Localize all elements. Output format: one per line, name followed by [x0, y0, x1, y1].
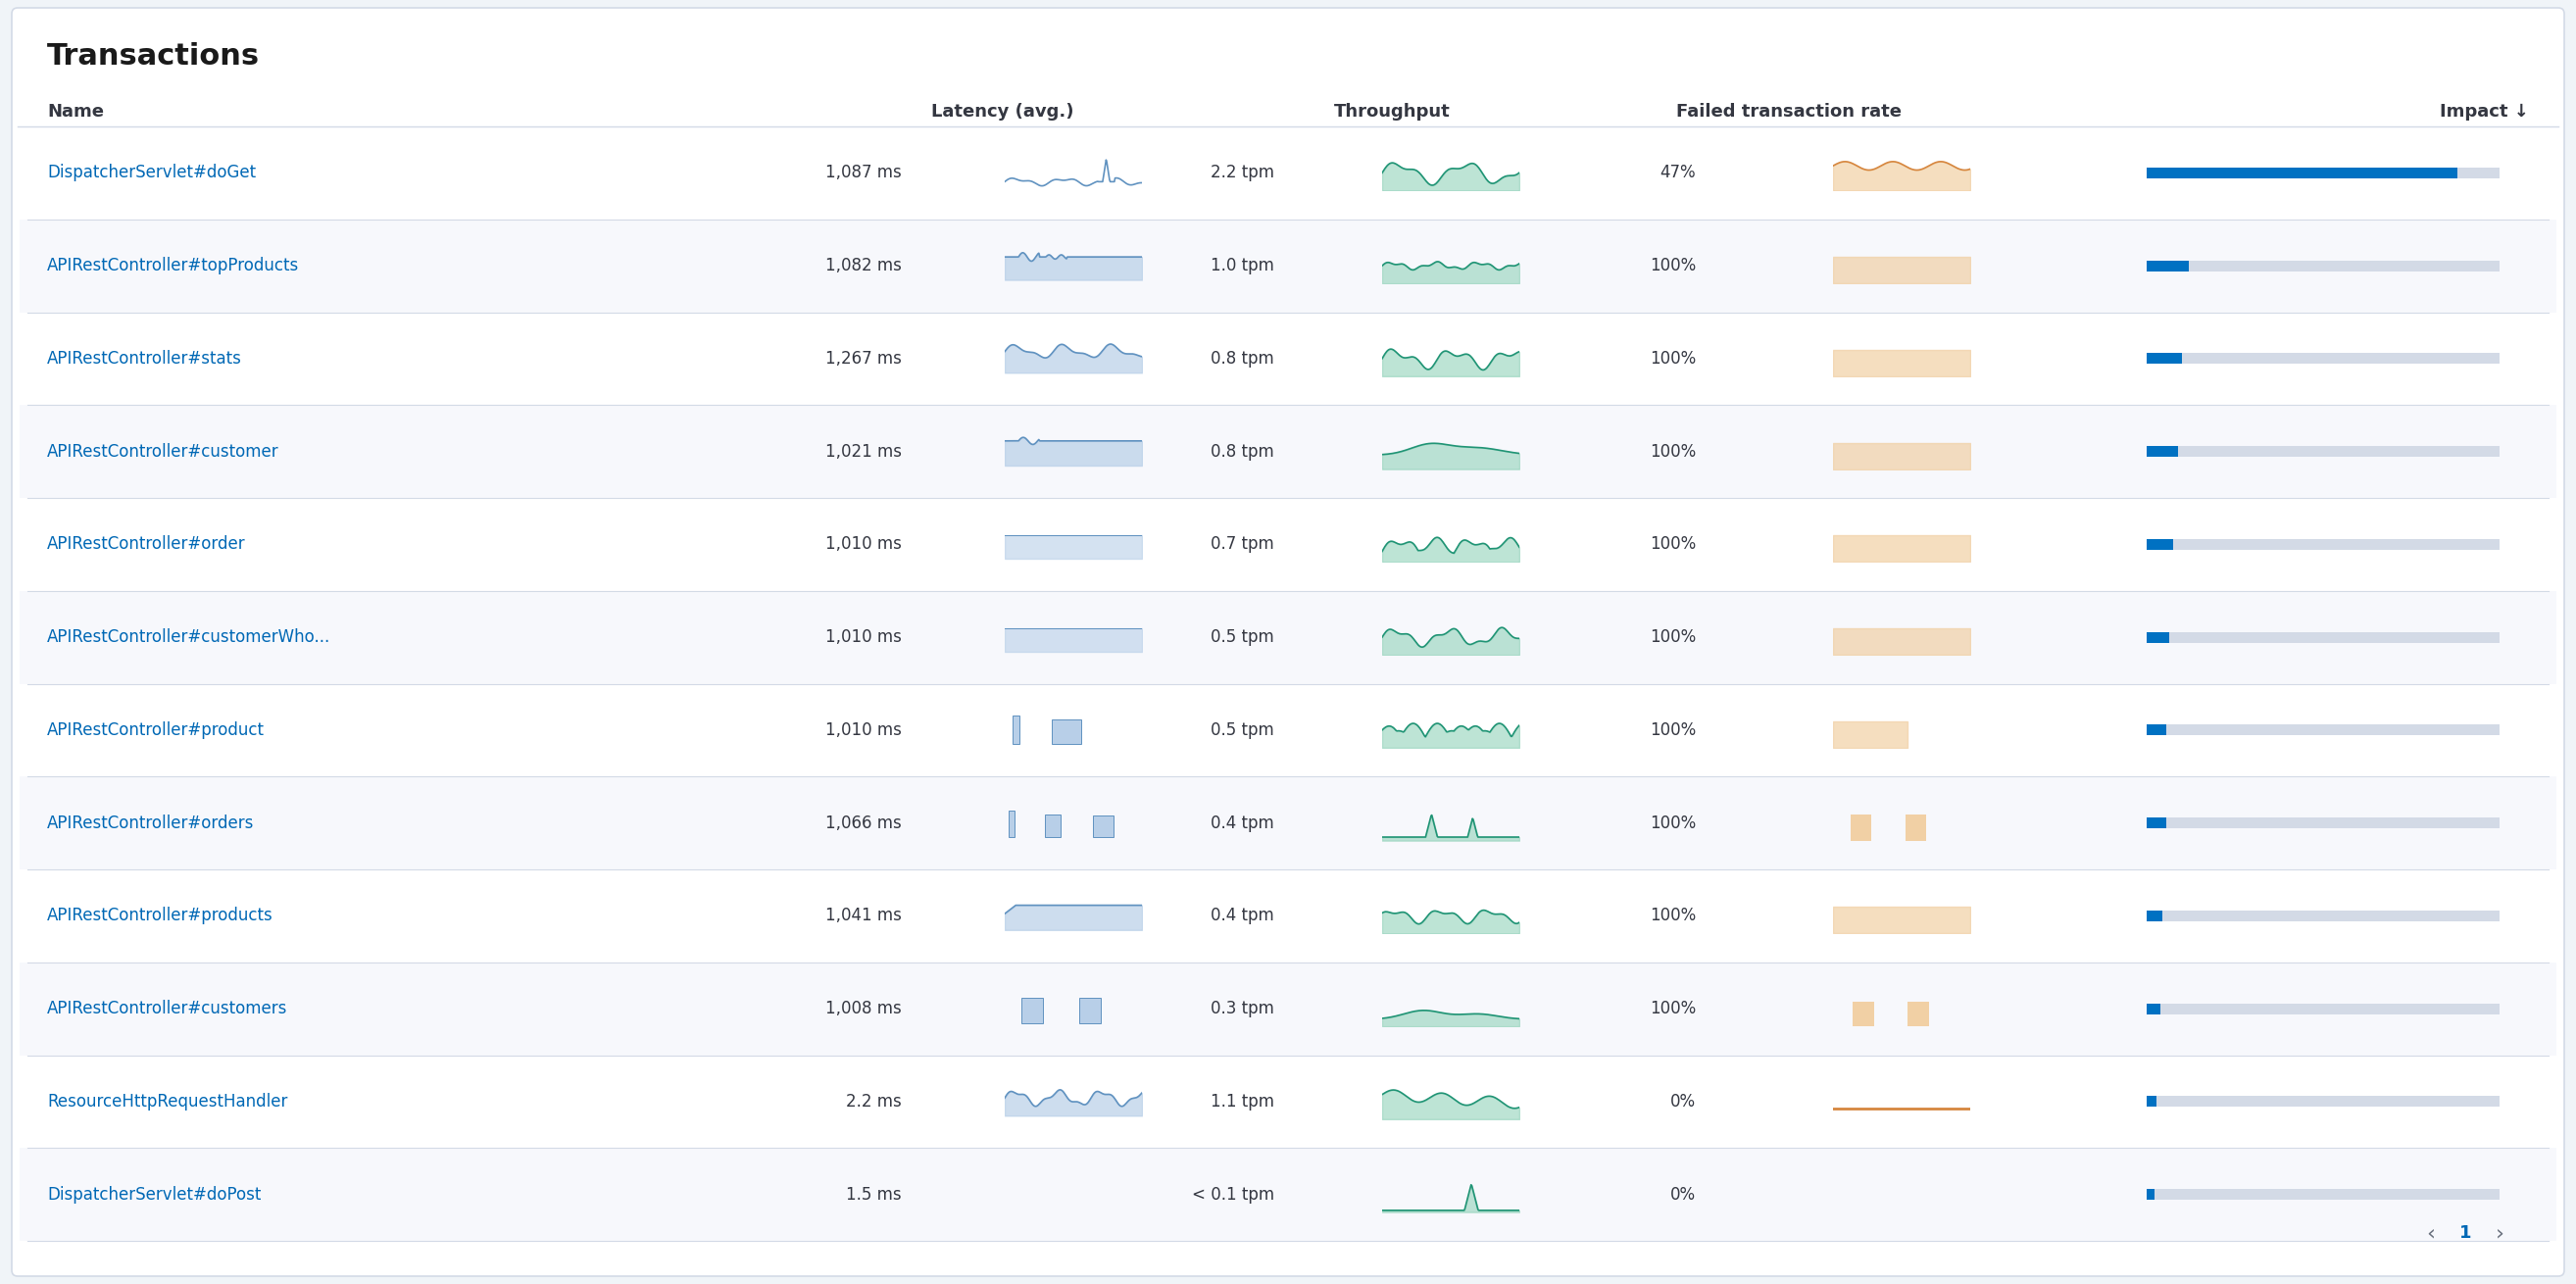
Text: 0.8 tpm: 0.8 tpm [1211, 443, 1275, 460]
Text: 1,008 ms: 1,008 ms [824, 1000, 902, 1017]
Text: Name: Name [46, 103, 103, 121]
Text: APIRestController#product: APIRestController#product [46, 722, 265, 738]
Text: 1.5 ms: 1.5 ms [848, 1185, 902, 1203]
Bar [21, 777, 2555, 869]
Text: 1,087 ms: 1,087 ms [824, 164, 902, 182]
Text: Impact ↓: Impact ↓ [2439, 103, 2530, 121]
Text: Transactions: Transactions [46, 42, 260, 71]
Text: 100%: 100% [1649, 628, 1695, 646]
Bar [21, 1148, 2555, 1240]
Bar [21, 591, 2555, 683]
Text: APIRestController#customerWho...: APIRestController#customerWho... [46, 628, 330, 646]
Text: 1,010 ms: 1,010 ms [824, 722, 902, 738]
Text: ResourceHttpRequestHandler: ResourceHttpRequestHandler [46, 1093, 289, 1111]
Text: 2.2 tpm: 2.2 tpm [1211, 164, 1275, 182]
Text: 0.3 tpm: 0.3 tpm [1211, 1000, 1275, 1017]
Text: 1,267 ms: 1,267 ms [824, 349, 902, 367]
Text: 0.5 tpm: 0.5 tpm [1211, 722, 1275, 738]
Text: Latency (avg.): Latency (avg.) [930, 103, 1074, 121]
Text: 0.8 tpm: 0.8 tpm [1211, 349, 1275, 367]
Text: 100%: 100% [1649, 535, 1695, 553]
Text: 0%: 0% [1669, 1185, 1695, 1203]
Text: 1,010 ms: 1,010 ms [824, 628, 902, 646]
Text: ‹: ‹ [2427, 1224, 2434, 1243]
Text: 2.2 ms: 2.2 ms [845, 1093, 902, 1111]
Text: 100%: 100% [1649, 907, 1695, 924]
Text: 1,021 ms: 1,021 ms [824, 443, 902, 460]
Text: 100%: 100% [1649, 257, 1695, 275]
Text: 100%: 100% [1649, 349, 1695, 367]
Text: 1,082 ms: 1,082 ms [824, 257, 902, 275]
Text: 100%: 100% [1649, 722, 1695, 738]
Text: 100%: 100% [1649, 1000, 1695, 1017]
Text: 100%: 100% [1649, 443, 1695, 460]
Text: 0.5 tpm: 0.5 tpm [1211, 628, 1275, 646]
Bar [21, 404, 2555, 498]
Text: 47%: 47% [1659, 164, 1695, 182]
Text: 1.0 tpm: 1.0 tpm [1211, 257, 1275, 275]
Text: APIRestController#orders: APIRestController#orders [46, 814, 255, 832]
Text: Failed transaction rate: Failed transaction rate [1677, 103, 1901, 121]
Text: 1: 1 [2460, 1224, 2470, 1242]
Text: 0.4 tpm: 0.4 tpm [1211, 814, 1275, 832]
Text: APIRestController#stats: APIRestController#stats [46, 349, 242, 367]
Text: 0%: 0% [1669, 1093, 1695, 1111]
Bar [21, 220, 2555, 312]
Text: 1.1 tpm: 1.1 tpm [1211, 1093, 1275, 1111]
Text: DispatcherServlet#doPost: DispatcherServlet#doPost [46, 1185, 260, 1203]
Text: ›: › [2496, 1224, 2504, 1243]
Text: APIRestController#customer: APIRestController#customer [46, 443, 278, 460]
Text: APIRestController#customers: APIRestController#customers [46, 1000, 289, 1017]
Text: 0.7 tpm: 0.7 tpm [1211, 535, 1275, 553]
Text: APIRestController#products: APIRestController#products [46, 907, 273, 924]
Text: APIRestController#order: APIRestController#order [46, 535, 245, 553]
Text: 0.4 tpm: 0.4 tpm [1211, 907, 1275, 924]
Bar [21, 962, 2555, 1055]
Text: 100%: 100% [1649, 814, 1695, 832]
Text: < 0.1 tpm: < 0.1 tpm [1193, 1185, 1275, 1203]
Text: Throughput: Throughput [1334, 103, 1450, 121]
Text: DispatcherServlet#doGet: DispatcherServlet#doGet [46, 164, 255, 182]
Text: 1,041 ms: 1,041 ms [824, 907, 902, 924]
Text: 1,010 ms: 1,010 ms [824, 535, 902, 553]
Text: APIRestController#topProducts: APIRestController#topProducts [46, 257, 299, 275]
FancyBboxPatch shape [13, 8, 2563, 1276]
Text: 1,066 ms: 1,066 ms [824, 814, 902, 832]
